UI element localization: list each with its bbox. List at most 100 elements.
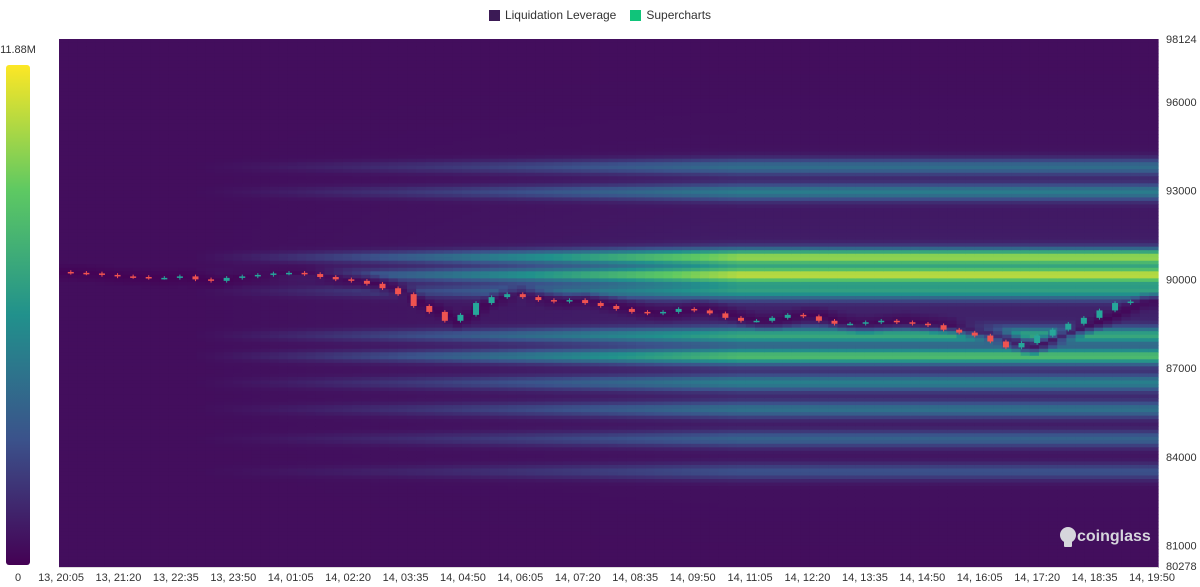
heatmap-cell	[141, 232, 152, 237]
heatmap-cell	[113, 493, 124, 498]
heatmap-cell	[233, 317, 243, 322]
heatmap-cell	[306, 317, 317, 322]
heatmap-cell	[287, 222, 298, 227]
heatmap-cell	[223, 422, 234, 427]
heatmap-cell	[269, 380, 280, 385]
heatmap-cell	[251, 482, 262, 487]
heatmap-cell	[77, 95, 88, 100]
heatmap-cell	[104, 352, 115, 357]
heatmap-cell	[269, 218, 280, 223]
heatmap-cell	[95, 324, 106, 329]
heatmap-cell	[342, 190, 353, 195]
heatmap-cell	[223, 493, 234, 498]
heatmap-cell	[242, 222, 252, 227]
heatmap-cell	[223, 207, 234, 213]
heatmap-cell	[278, 218, 289, 223]
heatmap-cell	[242, 60, 252, 65]
heatmap-cell	[287, 207, 298, 213]
heatmap-cell	[233, 552, 243, 558]
heatmap-cell	[251, 42, 262, 47]
heatmap-cell	[159, 253, 170, 258]
heatmap-cell	[306, 331, 317, 336]
heatmap-cell	[315, 531, 326, 536]
heatmap-cell	[223, 162, 234, 167]
heatmap-cell	[297, 77, 307, 82]
heatmap-cell	[113, 165, 124, 170]
heatmap-cell	[315, 507, 326, 512]
heatmap-cell	[278, 352, 289, 357]
heatmap-cell	[352, 84, 362, 89]
heatmap-cell	[77, 355, 88, 360]
heatmap-cell	[196, 496, 207, 501]
heatmap-cell	[214, 528, 225, 533]
heatmap-cell	[269, 95, 280, 100]
heatmap-cell	[104, 141, 115, 146]
heatmap-cell	[324, 299, 335, 304]
heatmap-cell	[342, 496, 353, 501]
heatmap-cell	[132, 422, 143, 427]
heatmap-cell	[196, 292, 207, 297]
heatmap-cell	[297, 345, 307, 350]
heatmap-cell	[205, 162, 216, 167]
heatmap-cell	[333, 88, 344, 93]
heatmap-cell	[77, 130, 88, 135]
heatmap-cell	[269, 524, 280, 529]
heatmap-cell	[123, 190, 133, 195]
heatmap-cell	[86, 500, 97, 505]
heatmap-cell	[214, 306, 225, 311]
heatmap-cell	[214, 119, 225, 125]
heatmap-cell	[178, 109, 188, 114]
heatmap-cell	[178, 70, 188, 75]
heatmap-cell	[223, 447, 234, 452]
heatmap-cell	[306, 134, 317, 139]
heatmap-cell	[178, 144, 188, 149]
heatmap-cell	[297, 517, 307, 522]
heatmap-cell	[278, 81, 289, 86]
heatmap-cell	[59, 412, 69, 417]
heatmap-cell	[242, 176, 252, 181]
heatmap-cell	[287, 46, 298, 51]
heatmap-cell	[233, 440, 243, 445]
heatmap-cell	[324, 552, 335, 558]
heatmap-cell	[95, 436, 106, 441]
heatmap-cell	[297, 521, 307, 526]
heatmap-cell	[205, 264, 216, 269]
heatmap-cell	[242, 394, 252, 399]
heatmap-cell	[86, 77, 97, 82]
heatmap-cell	[187, 503, 197, 508]
heatmap-cell	[68, 215, 78, 220]
heatmap-cell	[168, 183, 179, 188]
heatmap-cell	[150, 468, 161, 473]
heatmap-cell	[269, 559, 280, 565]
legend-item-0[interactable]: Liquidation Leverage	[488, 8, 616, 22]
heatmap-cell	[123, 200, 133, 206]
heatmap-area[interactable]	[59, 39, 1159, 568]
heatmap-cell	[205, 299, 216, 304]
heatmap-cell	[104, 274, 115, 279]
heatmap-cell	[214, 317, 225, 322]
heatmap-cell	[59, 119, 69, 125]
heatmap-cell	[223, 408, 234, 413]
heatmap-cell	[242, 264, 252, 269]
heatmap-cell	[269, 67, 280, 72]
heatmap-cell	[223, 222, 234, 227]
heatmap-cell	[242, 405, 252, 410]
heatmap-cell	[287, 306, 298, 311]
heatmap-cell	[123, 366, 133, 371]
heatmap-cell	[104, 303, 115, 308]
heatmap-cell	[141, 359, 152, 364]
heatmap-cell	[187, 42, 197, 47]
heatmap-cell	[223, 331, 234, 336]
heatmap-cell	[342, 366, 353, 371]
heatmap-cell	[104, 215, 115, 220]
heatmap-cell	[123, 281, 133, 286]
heatmap-cell	[205, 475, 216, 480]
legend-item-1[interactable]: Supercharts	[630, 8, 711, 22]
heatmap-cell	[86, 39, 97, 44]
heatmap-cell	[342, 408, 353, 413]
heatmap-cell	[104, 281, 115, 286]
heatmap-cell	[278, 471, 289, 477]
heatmap-cell	[223, 394, 234, 399]
heatmap-cell	[352, 267, 362, 272]
heatmap-cell	[104, 510, 115, 515]
